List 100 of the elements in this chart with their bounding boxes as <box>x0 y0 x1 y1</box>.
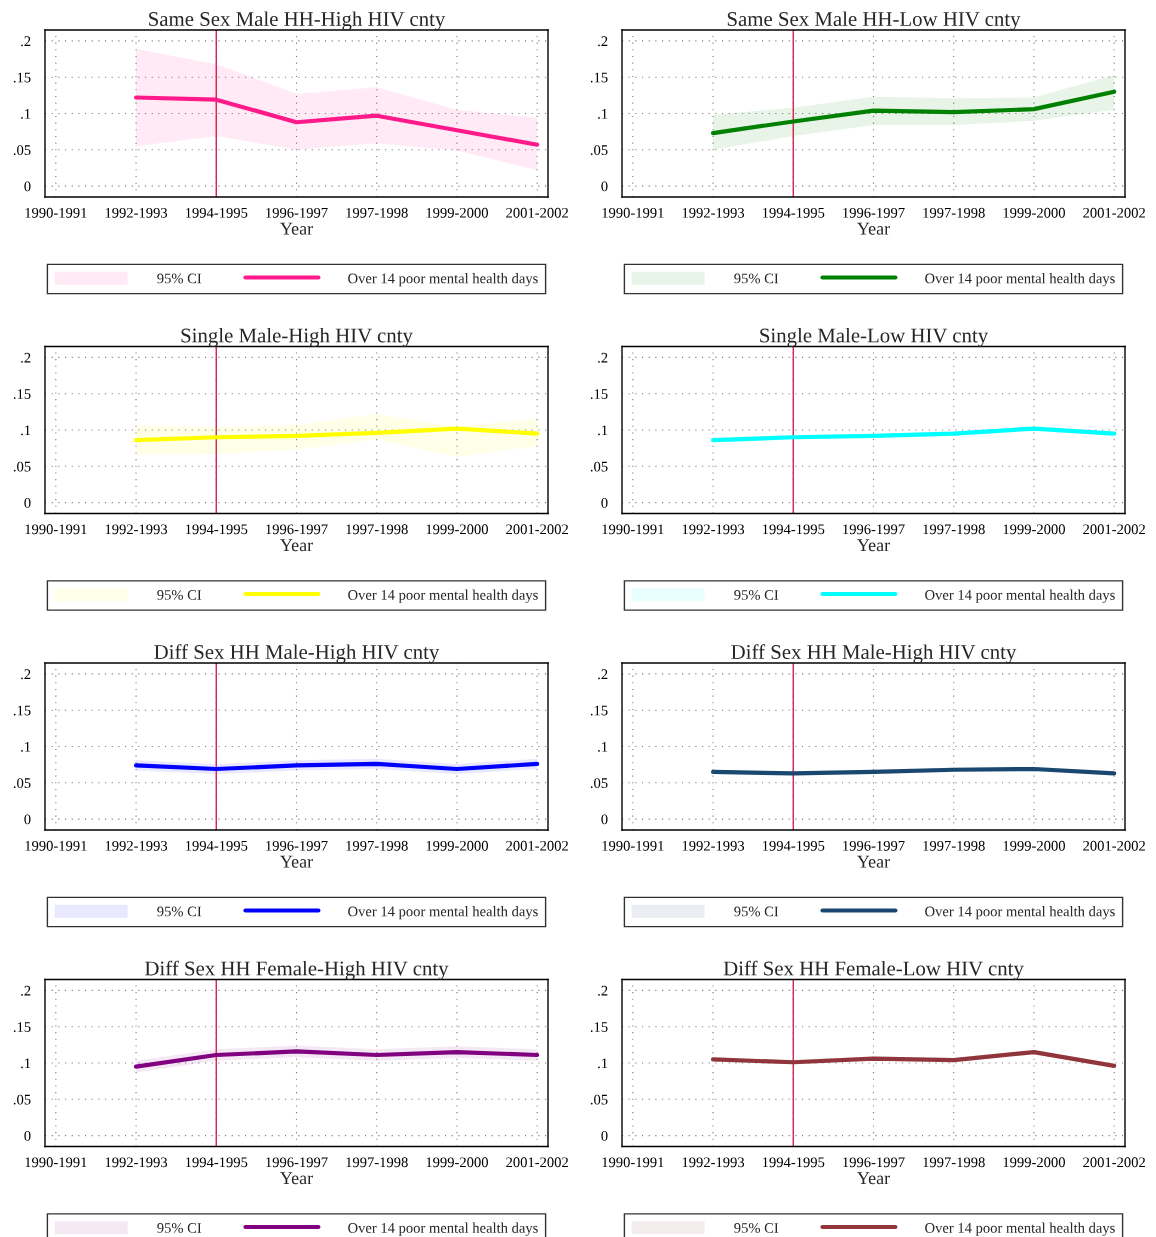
y-tick-label: .2 <box>21 352 31 363</box>
x-tick-label: 1996-1997 <box>843 1157 905 1168</box>
x-tick-label: 1999-2000 <box>426 207 488 218</box>
text: Over 14 poor mental health days <box>925 1222 1115 1236</box>
x-tick-label: 1997-1998 <box>923 840 985 851</box>
y-tick-label: .1 <box>598 108 608 119</box>
x-tick-label: 1990-1991 <box>602 1157 664 1168</box>
x-tick-label: 1992-1993 <box>105 524 168 535</box>
text: Over 14 poor mental health days <box>348 273 538 287</box>
x-tick-label: 1994-1995 <box>762 524 825 535</box>
x-tick-label: 1994-1995 <box>762 1157 825 1168</box>
y-tick-label: .05 <box>590 145 608 156</box>
text: 95% CI <box>157 906 202 917</box>
x-tick-label: 1996-1997 <box>266 524 328 535</box>
x-tick-label: 1996-1997 <box>843 840 905 851</box>
y-tick-label: .2 <box>598 985 608 996</box>
y-tick-label: 0 <box>24 497 31 508</box>
x-tick-label: 1992-1993 <box>682 1157 745 1168</box>
x-tick-label: 1994-1995 <box>185 1157 248 1168</box>
text: Over 14 poor mental health days <box>348 906 538 920</box>
y-tick-label: .15 <box>590 705 608 716</box>
chart-title: Diff Sex HH Female-Low HIV cnty <box>723 960 1024 980</box>
chart-title: Diff Sex HH Male-High HIV cnty <box>731 644 1017 664</box>
y-tick-label: 0 <box>601 181 608 192</box>
x-tick-label: 1999-2000 <box>426 524 488 535</box>
y-tick-label: .2 <box>598 36 608 47</box>
x-tick-label: 1996-1997 <box>266 207 328 218</box>
x-tick-label: 2001-2002 <box>506 524 568 535</box>
x-tick-label: 1992-1993 <box>105 840 168 851</box>
x-tick-label: 1992-1993 <box>105 1157 168 1168</box>
text: 95% CI <box>734 1223 779 1233</box>
x-tick-label: 1990-1991 <box>25 840 87 851</box>
chart-title: Same Sex Male HH-High HIV cnty <box>149 11 446 31</box>
x-tick-label: 1992-1993 <box>682 524 745 535</box>
x-tick-label: 1996-1997 <box>266 840 328 851</box>
x-tick-label: 1997-1998 <box>923 524 985 535</box>
y-tick-label: .1 <box>21 425 31 436</box>
x-tick-label: 1996-1997 <box>843 524 905 535</box>
x-tick-label: 1997-1998 <box>346 840 408 851</box>
x-tick-label: 1999-2000 <box>426 840 488 851</box>
x-tick-label: 2001-2002 <box>506 840 568 851</box>
y-tick-label: .05 <box>13 778 31 789</box>
y-tick-label: .1 <box>21 1058 31 1069</box>
text: 95% CI <box>157 273 202 284</box>
text: Over 14 poor mental health days <box>925 273 1115 287</box>
x-tick-label: 1997-1998 <box>923 1157 985 1168</box>
text: 95% CI <box>734 906 779 917</box>
y-tick-label: .2 <box>21 669 31 680</box>
chart-title: Same Sex Male HH-Low HIV cnty <box>727 11 1021 31</box>
y-tick-label: .1 <box>21 108 31 119</box>
y-tick-label: .2 <box>21 36 31 47</box>
text: Over 14 poor mental health days <box>348 589 538 603</box>
x-tick-label: 1990-1991 <box>602 524 664 535</box>
text: 95% CI <box>157 590 202 600</box>
x-tick-label: 1990-1991 <box>25 207 87 218</box>
x-tick-label: 1999-2000 <box>1003 207 1065 218</box>
x-axis-title: Year <box>280 1172 313 1185</box>
y-tick-label: .15 <box>13 72 31 83</box>
y-tick-label: .15 <box>590 72 608 83</box>
y-tick-label: .1 <box>598 741 608 752</box>
chart-title: Single Male-Low HIV cnty <box>760 327 989 347</box>
x-tick-label: 1994-1995 <box>762 207 825 218</box>
y-tick-label: 0 <box>601 814 608 825</box>
x-tick-label: 1999-2000 <box>426 1157 488 1168</box>
x-axis-title: Year <box>280 222 313 235</box>
x-tick-label: 2001-2002 <box>506 1157 568 1168</box>
x-tick-label: 2001-2002 <box>506 207 568 218</box>
y-tick-label: .05 <box>590 1094 608 1105</box>
x-tick-label: 1990-1991 <box>602 207 664 218</box>
x-tick-label: 1999-2000 <box>1003 840 1065 851</box>
y-tick-label: 0 <box>24 1130 31 1141</box>
y-tick-label: .05 <box>13 1094 31 1105</box>
y-tick-label: .2 <box>598 669 608 680</box>
x-tick-label: 1999-2000 <box>1003 524 1065 535</box>
x-tick-label: 1994-1995 <box>185 524 248 535</box>
y-tick-label: 0 <box>24 814 31 825</box>
y-tick-label: .2 <box>598 352 608 363</box>
y-tick-label: .1 <box>598 1058 608 1069</box>
y-tick-label: .1 <box>598 425 608 436</box>
x-tick-label: 1994-1995 <box>185 840 248 851</box>
x-axis-title: Year <box>857 539 890 552</box>
text: 95% CI <box>734 273 779 284</box>
x-tick-label: 2001-2002 <box>1083 207 1145 218</box>
y-tick-label: 0 <box>601 1130 608 1141</box>
x-tick-label: 1990-1991 <box>25 524 87 535</box>
x-axis-title: Year <box>280 539 313 552</box>
x-tick-label: 1992-1993 <box>682 840 745 851</box>
x-tick-label: 1996-1997 <box>843 207 905 218</box>
x-tick-label: 2001-2002 <box>1083 840 1145 851</box>
x-tick-label: 1999-2000 <box>1003 1157 1065 1168</box>
y-tick-label: 0 <box>24 181 31 192</box>
y-tick-label: .15 <box>590 389 608 399</box>
y-tick-label: .2 <box>21 985 31 996</box>
x-tick-label: 1997-1998 <box>346 207 408 218</box>
y-tick-label: .1 <box>21 741 31 752</box>
x-tick-label: 1990-1991 <box>25 1157 87 1168</box>
x-tick-label: 1994-1995 <box>185 207 248 218</box>
text: Over 14 poor mental health days <box>925 589 1115 603</box>
y-tick-label: .15 <box>590 1022 608 1032</box>
chart-title: Single Male-High HIV cnty <box>181 327 413 347</box>
